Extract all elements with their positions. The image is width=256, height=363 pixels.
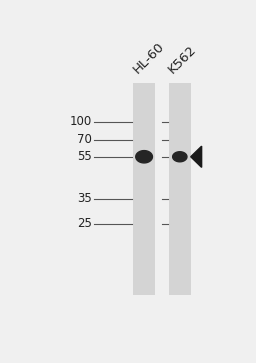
Bar <box>169 83 191 295</box>
Polygon shape <box>173 152 187 162</box>
Polygon shape <box>136 151 152 163</box>
Bar <box>133 83 155 295</box>
Text: 100: 100 <box>69 115 92 129</box>
Text: 70: 70 <box>77 134 92 147</box>
Text: HL-60: HL-60 <box>131 39 167 76</box>
Text: K562: K562 <box>166 42 199 76</box>
Text: 35: 35 <box>77 192 92 205</box>
Text: 25: 25 <box>77 217 92 231</box>
Polygon shape <box>191 146 202 167</box>
Text: 55: 55 <box>77 150 92 163</box>
